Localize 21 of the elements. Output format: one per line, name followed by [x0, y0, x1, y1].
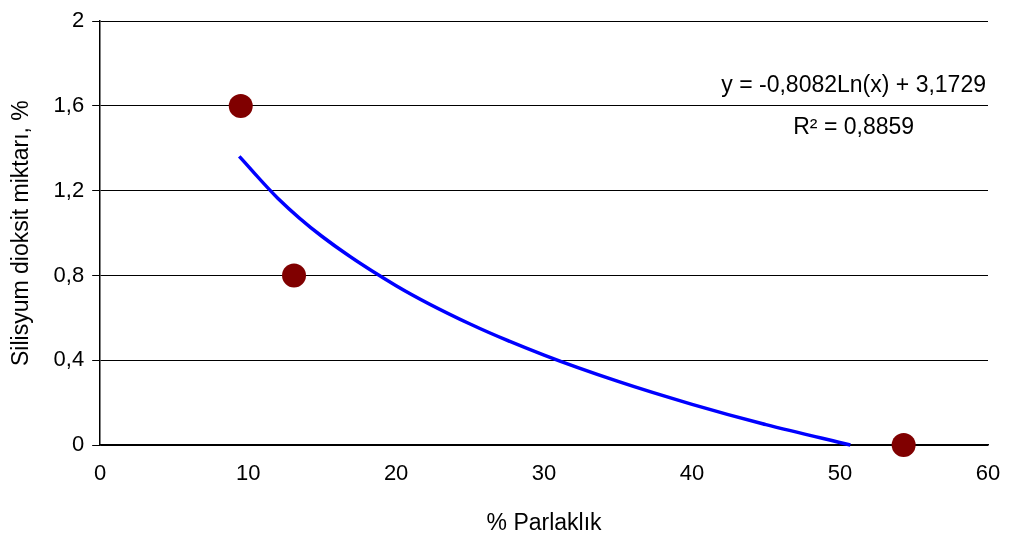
- x-tick-label: 30: [531, 460, 557, 486]
- point: [891, 433, 916, 457]
- y-axis-title: Silisyum dioksit miktarı, %: [7, 100, 34, 367]
- point: [282, 263, 307, 288]
- annotation: y = -0,8082Ln(x) + 3,1729: [721, 70, 986, 97]
- y-tick-label: 0,4: [53, 346, 85, 372]
- y-tick-label: 2: [71, 7, 85, 33]
- y-tick-label: 0: [71, 431, 85, 457]
- annotation: R² = 0,8859: [793, 112, 915, 139]
- x-tick-label: 10: [235, 460, 261, 486]
- x-tick-label: 60: [975, 460, 1001, 486]
- y-tick-label: 0,8: [53, 261, 85, 287]
- x-tick-label: 50: [827, 460, 853, 486]
- x-tick-label: 20: [383, 460, 409, 486]
- y-tick-label: 1,2: [53, 176, 85, 202]
- line-series: [237, 154, 853, 447]
- x-tick-label: 40: [679, 460, 705, 486]
- point: [228, 93, 253, 118]
- y-tick-label: 1,6: [53, 92, 85, 118]
- x-tick-label: 0: [94, 460, 107, 486]
- x-axis-title: % Parlaklık: [486, 508, 603, 535]
